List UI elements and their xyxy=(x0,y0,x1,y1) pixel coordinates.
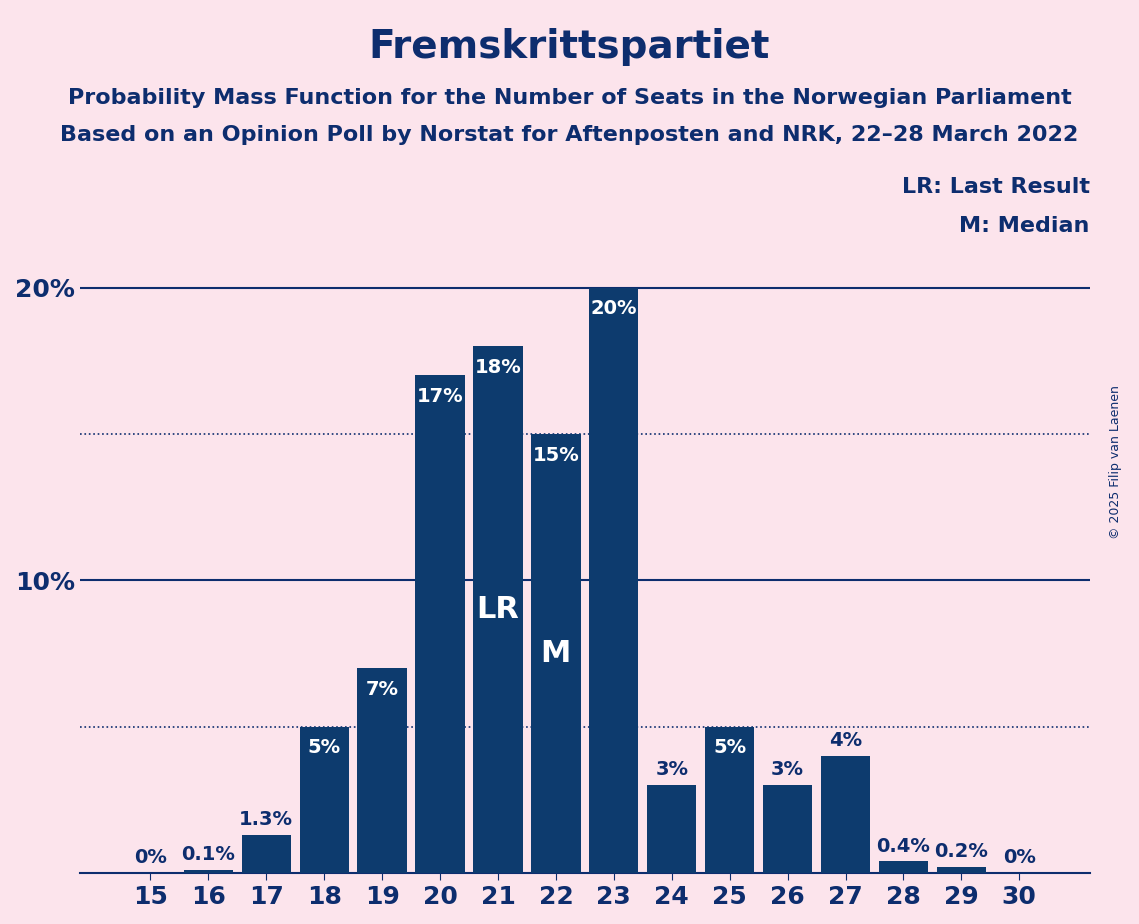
Bar xyxy=(763,785,812,873)
Text: 7%: 7% xyxy=(366,680,399,699)
Text: 3%: 3% xyxy=(655,760,688,780)
Text: 0.2%: 0.2% xyxy=(934,843,989,861)
Text: M: Median: M: Median xyxy=(959,216,1090,237)
Text: 0%: 0% xyxy=(1002,848,1035,868)
Text: 18%: 18% xyxy=(475,358,522,377)
Bar xyxy=(416,375,465,873)
Text: 5%: 5% xyxy=(713,738,746,758)
Text: 17%: 17% xyxy=(417,387,464,407)
Text: Fremskrittspartiet: Fremskrittspartiet xyxy=(369,28,770,66)
Text: 20%: 20% xyxy=(590,299,637,318)
Text: M: M xyxy=(541,639,571,668)
Text: 3%: 3% xyxy=(771,760,804,780)
Text: 4%: 4% xyxy=(829,731,862,750)
Text: 0.1%: 0.1% xyxy=(181,845,236,865)
Text: LR: Last Result: LR: Last Result xyxy=(902,177,1090,198)
Text: 1.3%: 1.3% xyxy=(239,810,293,829)
Text: Probability Mass Function for the Number of Seats in the Norwegian Parliament: Probability Mass Function for the Number… xyxy=(67,88,1072,108)
Text: 0.4%: 0.4% xyxy=(877,836,931,856)
Bar xyxy=(531,434,581,873)
Bar xyxy=(300,727,349,873)
Text: Based on an Opinion Poll by Norstat for Aftenposten and NRK, 22–28 March 2022: Based on an Opinion Poll by Norstat for … xyxy=(60,125,1079,145)
Bar xyxy=(936,868,986,873)
Bar xyxy=(647,785,696,873)
Bar xyxy=(358,668,407,873)
Bar xyxy=(879,861,928,873)
Text: 5%: 5% xyxy=(308,738,341,758)
Text: LR: LR xyxy=(476,595,519,624)
Text: 0%: 0% xyxy=(134,848,166,868)
Bar xyxy=(705,727,754,873)
Bar xyxy=(821,756,870,873)
Bar xyxy=(241,835,290,873)
Bar xyxy=(589,287,639,873)
Bar xyxy=(183,870,233,873)
Bar xyxy=(474,346,523,873)
Text: 15%: 15% xyxy=(533,445,580,465)
Text: © 2025 Filip van Laenen: © 2025 Filip van Laenen xyxy=(1109,385,1122,539)
